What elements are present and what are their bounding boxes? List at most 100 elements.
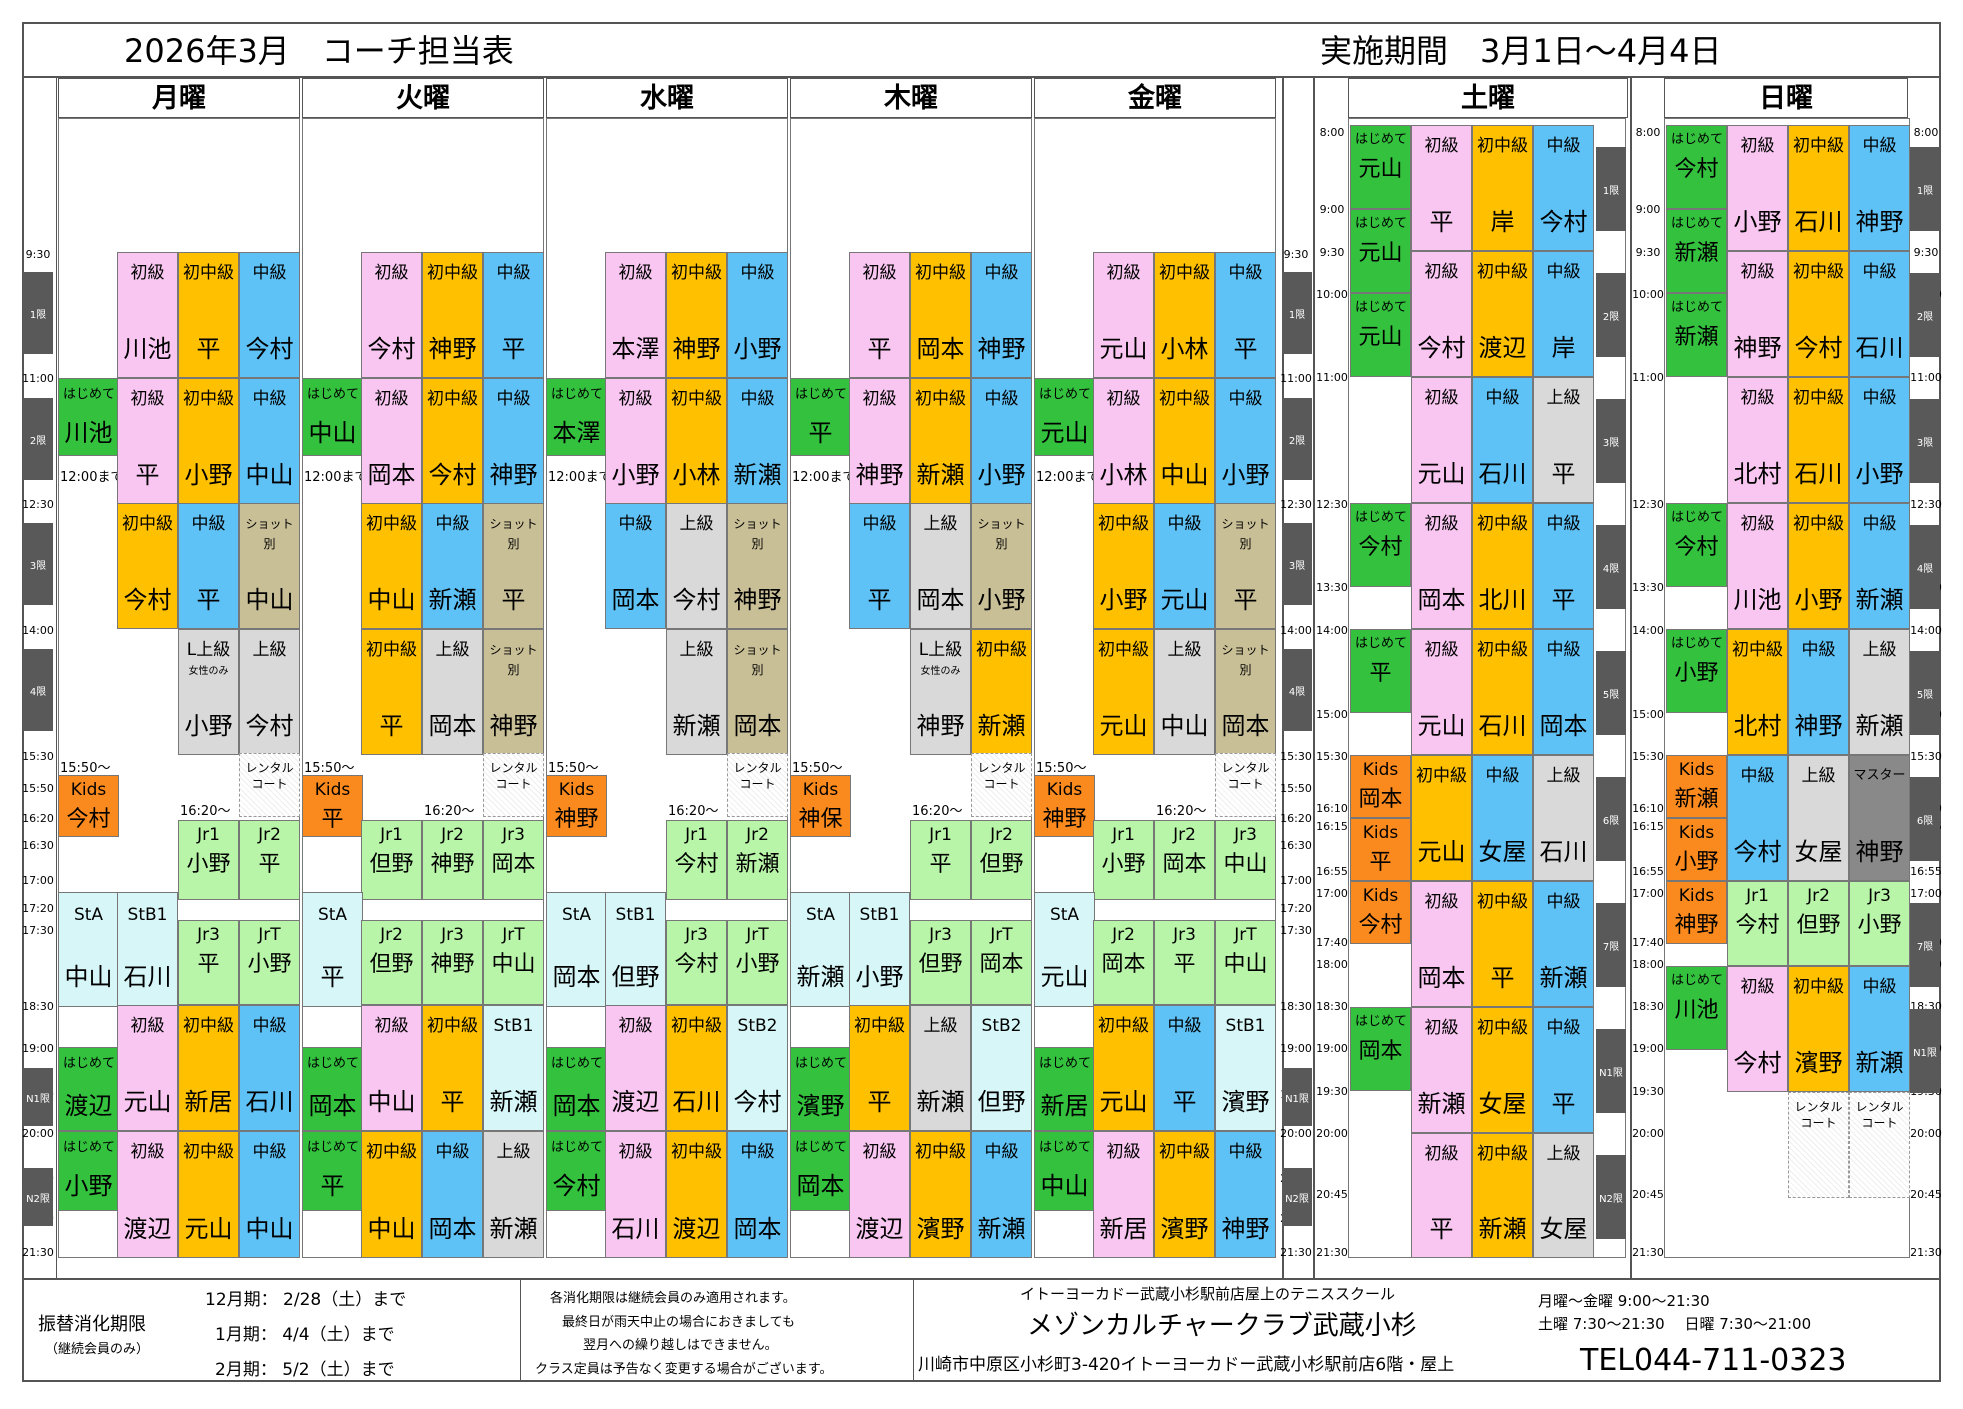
class-n1[interactable]: 初級 中山: [361, 1005, 422, 1131]
rental-court[interactable]: レンタル コート: [239, 753, 300, 817]
kids-class[interactable]: Kids 平: [302, 775, 363, 837]
class-cell[interactable]: 中級平: [1533, 1007, 1594, 1133]
junior-class[interactable]: Jr3 平: [1154, 920, 1215, 1005]
class-n1[interactable]: StB2 今村: [727, 1005, 788, 1131]
rental-court[interactable]: レンタル コート: [971, 753, 1032, 817]
class-p2-beginner[interactable]: 初級 小野: [605, 378, 666, 504]
class-p2-begint[interactable]: 初中級 新瀬: [910, 378, 971, 504]
class-p4[interactable]: ショット別 岡本: [1215, 629, 1276, 755]
class-p1-begint[interactable]: 初中級 岡本: [910, 252, 971, 378]
junior-class[interactable]: JrT 小野: [239, 920, 300, 1005]
rental-court[interactable]: レンタル コート: [1849, 1092, 1910, 1198]
class-p1-beginner[interactable]: 初級 今村: [361, 252, 422, 378]
class-p2-first[interactable]: はじめて 元山: [1034, 378, 1095, 456]
junior-class[interactable]: Jr2 岡本: [1154, 820, 1215, 900]
class-n1[interactable]: 中級 石川: [239, 1005, 300, 1131]
class-cell[interactable]: 初級 元山: [1411, 377, 1472, 503]
class-p4[interactable]: ショット別 岡本: [727, 629, 788, 755]
class-cell[interactable]: 中級 新瀬: [1849, 503, 1910, 629]
class-n1[interactable]: 初中級 石川: [666, 1005, 727, 1131]
junior-class[interactable]: Jr3 但野: [910, 920, 971, 1005]
kids-class[interactable]: Kids 神野: [1034, 775, 1095, 837]
class-cell[interactable]: 中級 今村: [1533, 125, 1594, 251]
class-n2[interactable]: 中級 新瀬: [971, 1131, 1032, 1258]
weekend-kids-class[interactable]: Kids 小野: [1666, 818, 1727, 881]
class-cell[interactable]: 上級平: [1533, 377, 1594, 503]
class-p2-first[interactable]: はじめて平: [790, 378, 851, 456]
class-n2[interactable]: 初中級 中山: [361, 1131, 422, 1258]
kids-class[interactable]: Kids 神野: [546, 775, 607, 837]
weekend-kids-class[interactable]: Kids 今村: [1350, 881, 1411, 944]
class-cell[interactable]: 初級 岡本: [1411, 881, 1472, 1007]
class-n2[interactable]: 初級 石川: [605, 1131, 666, 1258]
st-class[interactable]: StB1 石川: [117, 892, 178, 1007]
st-class[interactable]: StB1 但野: [605, 892, 666, 1007]
class-cell[interactable]: 中級 石川: [1849, 251, 1910, 377]
kids-class[interactable]: Kids 今村: [58, 775, 119, 837]
class-cell[interactable]: 上級 女屋: [1788, 755, 1849, 881]
class-p3[interactable]: ショット別 中山: [239, 503, 300, 629]
junior-class[interactable]: Jr1 小野: [1093, 820, 1154, 900]
class-cell[interactable]: 中級 新瀬: [1533, 881, 1594, 1007]
class-cell[interactable]: 上級 女屋: [1533, 1133, 1594, 1258]
class-cell[interactable]: 初級 神野: [1727, 251, 1788, 377]
junior-class[interactable]: Jr2 新瀬: [727, 820, 788, 900]
class-p1-inter[interactable]: 中級平: [1215, 252, 1276, 378]
class-cell[interactable]: 初中級 石川: [1472, 629, 1533, 755]
rental-court[interactable]: レンタル コート: [1788, 1092, 1849, 1198]
junior-class[interactable]: JrT 岡本: [971, 920, 1032, 1005]
weekend-first-class[interactable]: はじめて 川池: [1666, 966, 1727, 1050]
st-class[interactable]: StB1 小野: [849, 892, 910, 1007]
junior-class[interactable]: Jr3 小野: [1849, 881, 1910, 966]
class-p4[interactable]: 上級 今村: [239, 629, 300, 755]
junior-class[interactable]: Jr1 但野: [361, 820, 422, 900]
class-n2-first[interactable]: はじめて 小野: [58, 1131, 119, 1211]
weekend-first-class[interactable]: はじめて 元山: [1350, 125, 1411, 209]
class-cell[interactable]: 初中級 石川: [1788, 377, 1849, 503]
class-p3[interactable]: 中級 元山: [1154, 503, 1215, 629]
class-p3[interactable]: 中級平: [849, 503, 910, 629]
class-n2[interactable]: 初級 新居: [1093, 1131, 1154, 1258]
junior-class[interactable]: Jr1 今村: [1727, 881, 1788, 966]
junior-class[interactable]: Jr2 岡本: [1093, 920, 1154, 1005]
junior-class[interactable]: JrT 中山: [483, 920, 544, 1005]
class-p1-begint[interactable]: 初中級平: [178, 252, 239, 378]
class-p4[interactable]: 上級 中山: [1154, 629, 1215, 755]
class-p2-begint[interactable]: 初中級 小野: [178, 378, 239, 504]
class-p3[interactable]: 初中級 今村: [117, 503, 178, 629]
class-p1-beginner[interactable]: 初級平: [849, 252, 910, 378]
class-cell[interactable]: 中級 神野: [1788, 629, 1849, 755]
junior-class[interactable]: Jr1 平: [910, 820, 971, 900]
class-p2-begint[interactable]: 初中級 中山: [1154, 378, 1215, 504]
class-p1-inter[interactable]: 中級 今村: [239, 252, 300, 378]
junior-class[interactable]: Jr2 但野: [361, 920, 422, 1005]
st-class[interactable]: StA 元山: [1034, 892, 1095, 1007]
class-p1-begint[interactable]: 初中級 小林: [1154, 252, 1215, 378]
junior-class[interactable]: JrT 小野: [727, 920, 788, 1005]
class-cell[interactable]: マスター 神野: [1849, 755, 1910, 881]
class-p2-inter[interactable]: 中級 中山: [239, 378, 300, 504]
class-cell[interactable]: 中級 神野: [1849, 125, 1910, 251]
class-cell[interactable]: 初中級 濱野: [1788, 966, 1849, 1092]
weekend-first-class[interactable]: はじめて 元山: [1350, 293, 1411, 377]
class-n1-first[interactable]: はじめて 渡辺: [58, 1047, 119, 1131]
class-n2[interactable]: 初級 渡辺: [117, 1131, 178, 1258]
class-p1-inter[interactable]: 中級平: [483, 252, 544, 378]
class-n1[interactable]: 初中級平: [422, 1005, 483, 1131]
weekend-kids-class[interactable]: Kids 新瀬: [1666, 755, 1727, 818]
class-n2[interactable]: 上級 新瀬: [483, 1131, 544, 1258]
class-p3[interactable]: 初中級 中山: [361, 503, 422, 629]
class-n1[interactable]: 初級 元山: [117, 1005, 178, 1131]
class-p1-inter[interactable]: 中級 神野: [971, 252, 1032, 378]
class-p4[interactable]: ショット別 神野: [483, 629, 544, 755]
class-n1[interactable]: 初中級平: [849, 1005, 910, 1131]
rental-court[interactable]: レンタル コート: [727, 753, 788, 817]
class-n1[interactable]: 上級 新瀬: [910, 1005, 971, 1131]
class-cell[interactable]: 初級 今村: [1727, 966, 1788, 1092]
class-n2[interactable]: 初中級 渡辺: [666, 1131, 727, 1258]
class-p4[interactable]: 上級 新瀬: [666, 629, 727, 755]
st-class[interactable]: StA 中山: [58, 892, 119, 1007]
class-p4[interactable]: L上級 女性のみ 神野: [910, 629, 971, 755]
class-p1-beginner[interactable]: 初級 川池: [117, 252, 178, 378]
junior-class[interactable]: Jr3 平: [178, 920, 239, 1005]
